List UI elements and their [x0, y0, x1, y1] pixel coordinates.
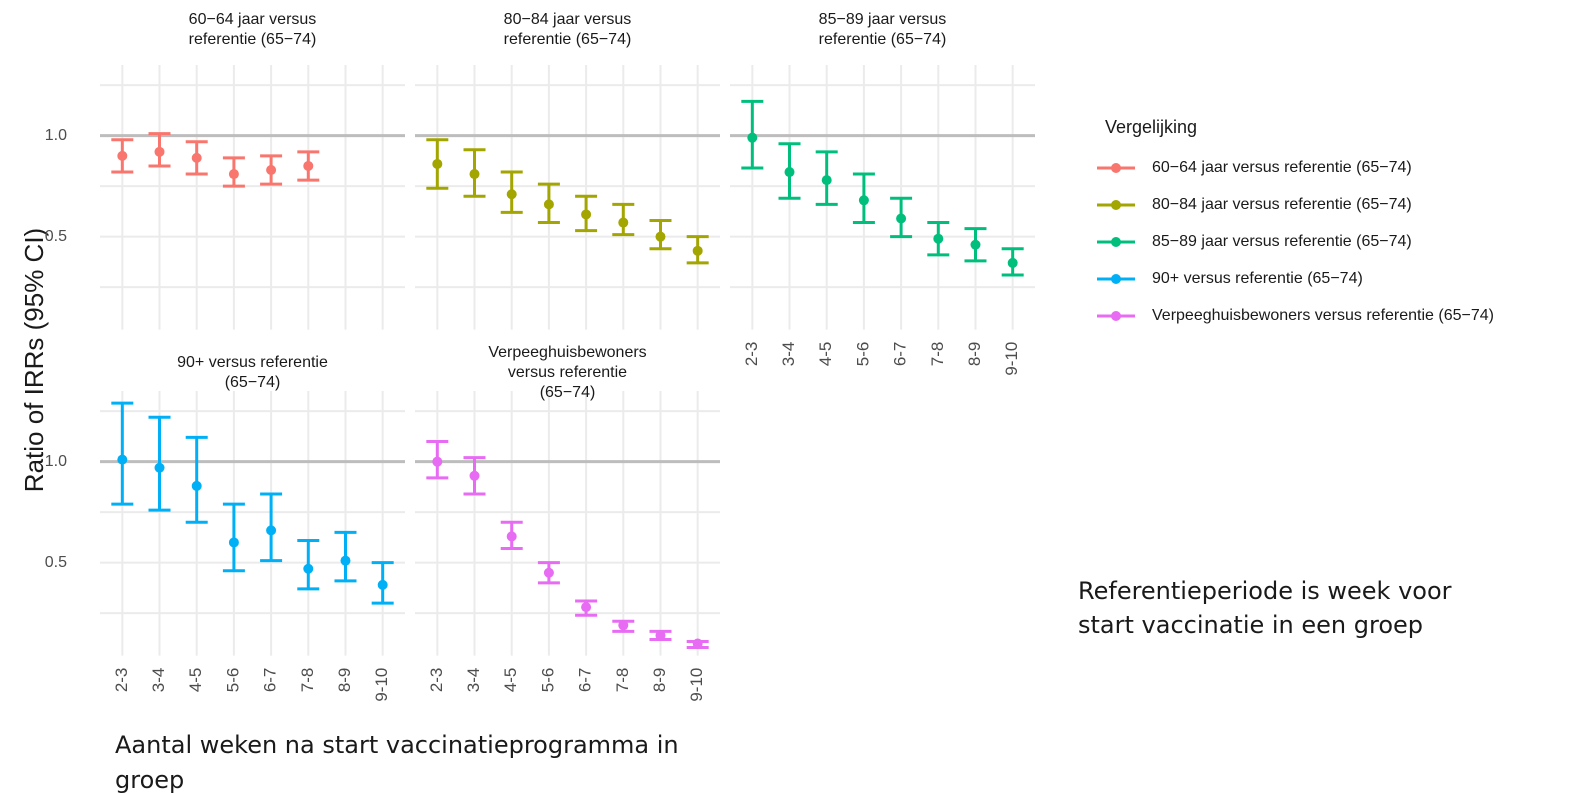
legend-key-point: [1111, 200, 1121, 210]
legend-label: Verpeeghuisbewoners versus referentie (6…: [1152, 307, 1494, 324]
facet-title: 60−64 jaar versus: [189, 11, 317, 28]
point: [506, 189, 517, 200]
x-tick-label: 2-3: [742, 342, 761, 367]
x-tick-label: 9-10: [687, 668, 706, 702]
x-tick-label: 4-5: [501, 668, 520, 693]
facet-title: 85−89 jaar versus: [819, 11, 947, 28]
y-tick-label: 0.5: [45, 228, 67, 245]
x-axis-label: groep: [115, 766, 184, 793]
x-tick-label: 9-10: [1002, 342, 1021, 376]
facet-title: versus referentie: [508, 364, 627, 381]
facet-title: (65−74): [540, 384, 596, 401]
annotation: start vaccinatie in een groep: [1078, 611, 1423, 639]
point: [692, 638, 703, 649]
point: [784, 167, 795, 178]
x-tick-label: 4-5: [186, 668, 205, 693]
point: [154, 146, 165, 157]
point: [1007, 257, 1018, 268]
x-tick-label: 5-6: [538, 668, 557, 693]
x-axis-label: Aantal weken na start vaccinatieprogramm…: [115, 731, 679, 759]
x-tick-label: 8-9: [965, 342, 984, 367]
facet-title: referentie (65−74): [819, 31, 947, 48]
point: [821, 175, 832, 186]
x-tick-label: 5-6: [853, 342, 872, 367]
point: [933, 233, 944, 244]
x-tick-label: 3-4: [464, 668, 483, 693]
x-tick-label: 2-3: [112, 668, 131, 693]
x-tick-label: 3-4: [779, 342, 798, 367]
point: [655, 231, 666, 242]
legend-key-point: [1111, 311, 1121, 321]
x-tick-label: 8-9: [650, 668, 669, 693]
x-tick-label: 4-5: [816, 342, 835, 367]
point: [543, 567, 554, 578]
point: [117, 150, 128, 161]
point: [266, 525, 277, 536]
point: [432, 456, 443, 467]
point: [303, 160, 314, 171]
point: [896, 213, 907, 224]
x-tick-label: 8-9: [335, 668, 354, 693]
point: [340, 555, 351, 566]
legend-key-point: [1111, 163, 1121, 173]
facet-title: referentie (65−74): [504, 31, 632, 48]
point: [581, 209, 592, 220]
x-tick-label: 7-8: [928, 342, 947, 367]
x-tick-label: 2-3: [427, 668, 446, 693]
point: [747, 132, 758, 143]
legend-key-point: [1111, 274, 1121, 284]
point: [154, 462, 165, 473]
y-axis-label: Ratio of IRRs (95% CI): [19, 228, 49, 492]
point: [970, 239, 981, 250]
x-tick-label: 7-8: [613, 668, 632, 693]
x-tick-label: 7-8: [298, 668, 317, 693]
point: [228, 169, 239, 180]
point: [432, 158, 443, 169]
x-tick-label: 6-7: [576, 668, 595, 693]
x-tick-label: 6-7: [891, 342, 910, 367]
point: [618, 217, 629, 228]
facet-title: 90+ versus referentie: [177, 354, 328, 371]
x-tick-label: 3-4: [149, 668, 168, 693]
legend-label: 60−64 jaar versus referentie (65−74): [1152, 159, 1412, 176]
point: [303, 563, 314, 574]
point: [543, 199, 554, 210]
point: [618, 620, 629, 631]
point: [581, 602, 592, 613]
x-tick-label: 6-7: [261, 668, 280, 693]
facet-title: referentie (65−74): [189, 31, 317, 48]
y-tick-label: 1.0: [45, 127, 67, 144]
point: [117, 454, 128, 465]
legend-label: 85−89 jaar versus referentie (65−74): [1152, 233, 1412, 250]
annotation: Referentieperiode is week voor: [1078, 577, 1452, 605]
point: [228, 537, 239, 548]
facet-title: 80−84 jaar versus: [504, 11, 632, 28]
legend-title: Vergelijking: [1105, 117, 1197, 137]
point: [469, 169, 480, 180]
point: [266, 165, 277, 176]
x-tick-label: 9-10: [372, 668, 391, 702]
y-tick-label: 0.5: [45, 554, 67, 571]
point: [858, 195, 869, 206]
point: [191, 480, 202, 491]
facet-title: Verpeeghuisbewoners: [488, 344, 646, 361]
point: [469, 470, 480, 481]
legend-label: 90+ versus referentie (65−74): [1152, 270, 1363, 287]
point: [191, 152, 202, 163]
point: [506, 531, 517, 542]
point: [655, 630, 666, 641]
point: [377, 579, 388, 590]
x-tick-label: 5-6: [223, 668, 242, 693]
legend-key-point: [1111, 237, 1121, 247]
y-tick-label: 1.0: [45, 453, 67, 470]
legend-label: 80−84 jaar versus referentie (65−74): [1152, 196, 1412, 213]
point: [692, 245, 703, 256]
facet-title: (65−74): [225, 374, 281, 391]
